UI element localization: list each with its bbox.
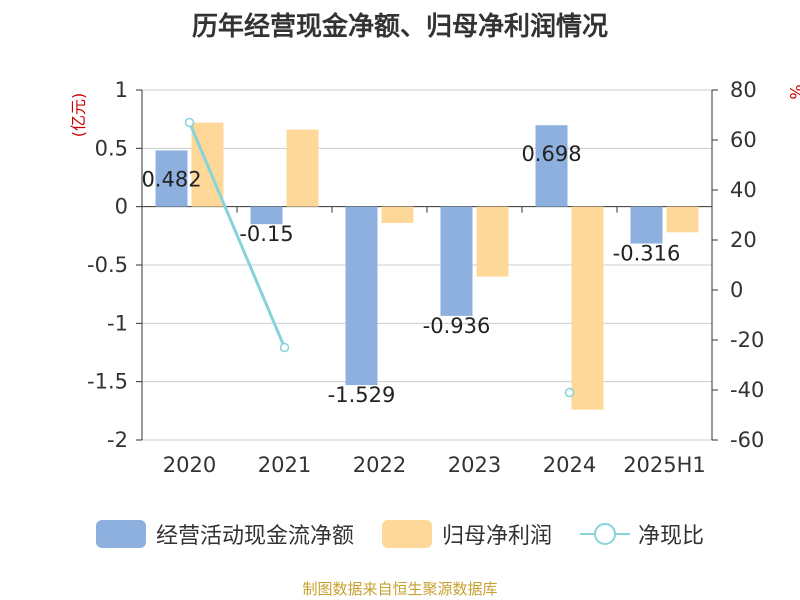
left-tick-label: 0 bbox=[115, 195, 128, 219]
bar-cash-flow bbox=[250, 206, 283, 225]
left-tick-label: 0.5 bbox=[95, 136, 128, 160]
bar-cash-flow bbox=[535, 125, 568, 207]
legend: 经营活动现金流净额 归母净利润 净现比 bbox=[0, 518, 800, 550]
right-tick-label: -40 bbox=[730, 378, 764, 402]
x-tick-label: 2024 bbox=[543, 453, 596, 477]
bar-cash-flow bbox=[345, 206, 378, 386]
bar-net-profit bbox=[381, 206, 414, 223]
data-label-cash-flow: 0.698 bbox=[521, 142, 581, 166]
data-label-cash-flow: 0.482 bbox=[141, 167, 201, 191]
left-tick-label: -2 bbox=[107, 428, 128, 452]
legend-item-net-profit[interactable]: 归母净利润 bbox=[381, 518, 552, 550]
legend-label-cash-flow: 经营活动现金流净额 bbox=[155, 524, 354, 549]
data-label-cash-flow: -1.529 bbox=[328, 383, 396, 407]
right-tick-label: 80 bbox=[730, 78, 757, 102]
chart-title: 历年经营现金净额、归母净利润情况 bbox=[191, 12, 608, 42]
ratio-line-segment bbox=[188, 121, 286, 349]
legend-label-net-profit: 归母净利润 bbox=[441, 524, 552, 549]
bar-net-profit bbox=[286, 129, 319, 207]
right-tick-label: -60 bbox=[730, 428, 764, 452]
legend-label-ratio: 净现比 bbox=[638, 524, 705, 549]
right-tick-label: -20 bbox=[730, 328, 764, 352]
x-tick-label: 2020 bbox=[163, 453, 216, 477]
right-axis-unit: % bbox=[786, 84, 800, 99]
bar-net-profit bbox=[571, 206, 604, 410]
right-tick-label: 0 bbox=[730, 278, 743, 302]
ratio-point bbox=[564, 387, 575, 398]
ratio-point bbox=[279, 342, 290, 353]
legend-swatch-cash-flow bbox=[95, 520, 146, 548]
right-tick-label: 20 bbox=[730, 228, 757, 252]
x-tick-label: 2023 bbox=[448, 453, 501, 477]
x-tick-label: 2025H1 bbox=[623, 453, 706, 477]
data-label-cash-flow: -0.15 bbox=[239, 222, 293, 246]
left-axis-unit: (亿元) bbox=[69, 93, 88, 138]
left-tick-label: 1 bbox=[115, 78, 128, 102]
ratio-point bbox=[184, 117, 195, 128]
legend-item-ratio[interactable]: 净现比 bbox=[580, 518, 704, 550]
right-tick-label: 60 bbox=[730, 128, 757, 152]
bar-net-profit bbox=[476, 206, 509, 277]
legend-ratio-marker bbox=[594, 523, 616, 545]
left-tick-label: -0.5 bbox=[87, 253, 128, 277]
bar-cash-flow bbox=[155, 150, 188, 207]
left-tick-label: -1.5 bbox=[87, 370, 128, 394]
legend-swatch-net-profit bbox=[381, 520, 432, 548]
legend-swatch-ratio bbox=[580, 523, 630, 545]
source-note: 制图数据来自恒生聚源数据库 bbox=[302, 580, 498, 598]
data-label-cash-flow: -0.316 bbox=[613, 242, 681, 266]
legend-item-cash-flow[interactable]: 经营活动现金流净额 bbox=[95, 518, 354, 550]
bar-net-profit bbox=[666, 206, 699, 233]
right-tick-label: 40 bbox=[730, 178, 757, 202]
bar-cash-flow bbox=[440, 206, 473, 316]
bar-cash-flow bbox=[630, 206, 663, 244]
left-tick-label: -1 bbox=[107, 311, 128, 335]
x-tick-label: 2022 bbox=[353, 453, 406, 477]
data-label-cash-flow: -0.936 bbox=[423, 314, 491, 338]
x-tick-label: 2021 bbox=[258, 453, 311, 477]
